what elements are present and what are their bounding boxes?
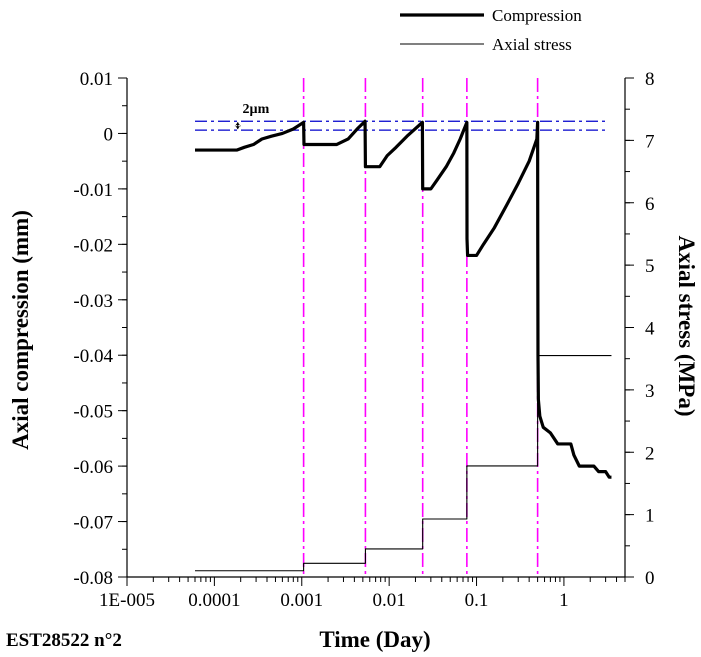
y-left-tick-label: -0.06: [73, 457, 113, 478]
series-line-axial-stress: [195, 355, 612, 572]
legend: Compression Axial stress: [400, 6, 582, 54]
y-left-tick-label: -0.08: [73, 568, 113, 589]
y-left-tick-label: -0.07: [73, 513, 113, 534]
y-left-axis-title: Axial compression (mm): [8, 210, 33, 450]
y-left-tick-label: -0.02: [73, 235, 113, 256]
y-right-axis-title: Axial stress (MPa): [674, 236, 699, 417]
y-right-tick-label: 5: [645, 256, 655, 277]
annotation-label: 2µm: [243, 102, 270, 117]
x-tick-label: 1E-005: [99, 590, 155, 611]
series-line-compression: [195, 119, 612, 479]
y-right-tick-label: 2: [645, 443, 655, 464]
x-tick-label: 0.001: [280, 590, 323, 611]
x-tick-label: 0.1: [465, 590, 489, 611]
legend-label: Axial stress: [492, 35, 572, 54]
y-right-tick-label: 7: [645, 131, 655, 152]
y-left-tick-label: -0.05: [73, 402, 113, 423]
x-tick-label: 0.01: [373, 590, 406, 611]
series-layer: [195, 119, 612, 572]
y-left-tick-label: 0.01: [80, 69, 113, 90]
legend-label: Compression: [492, 6, 582, 25]
x-axis-title: Time (Day): [319, 627, 430, 652]
reference-lines: 2µm: [194, 78, 606, 577]
annotation-arrowheads: [234, 122, 241, 130]
sample-id-label: EST28522 n°2: [6, 630, 122, 651]
x-tick-label: 1: [559, 590, 569, 611]
y-left-tick-label: -0.01: [73, 180, 113, 201]
y-right-tick-label: 8: [645, 69, 655, 90]
y-right-tick-label: 4: [645, 319, 655, 340]
y-left-tick-label: 0: [104, 124, 114, 145]
y-right-tick-label: 6: [645, 194, 655, 215]
y-left-tick-label: -0.04: [73, 346, 113, 367]
x-tick-label: 0.0001: [188, 590, 240, 611]
y-left-tick-label: -0.03: [73, 291, 113, 312]
axes-layer: 1E-005 0.0001 0.001 0.01 0.1 1 0.01 0 -0.01 -0.02…: [73, 69, 655, 611]
y-right-tick-label: 1: [645, 506, 655, 527]
y-right-tick-label: 3: [645, 381, 655, 402]
y-right-tick-label: 0: [645, 568, 655, 589]
